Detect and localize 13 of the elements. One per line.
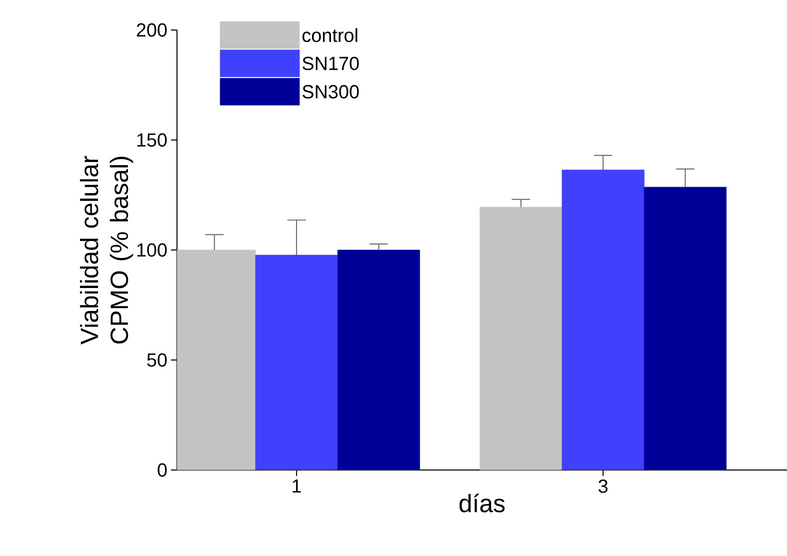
y-tick-label: 50: [147, 353, 167, 367]
legend-label: SN300: [302, 85, 359, 98]
y-tick-label: 200: [136, 23, 167, 37]
y-tick-label: 100: [137, 243, 167, 257]
x-tick-label: 1: [292, 480, 301, 493]
y-tick-label: 150: [137, 133, 167, 147]
y-tick-label: 0: [158, 463, 167, 477]
y-axis-title: Viabilidad celular CPMO (% basal): [80, 156, 134, 344]
legend-label: control: [302, 28, 358, 42]
x-axis-title: días: [460, 494, 505, 512]
x-tick-label: 3: [598, 480, 608, 493]
bar: [562, 170, 644, 470]
legend-label: SN170: [302, 56, 359, 70]
